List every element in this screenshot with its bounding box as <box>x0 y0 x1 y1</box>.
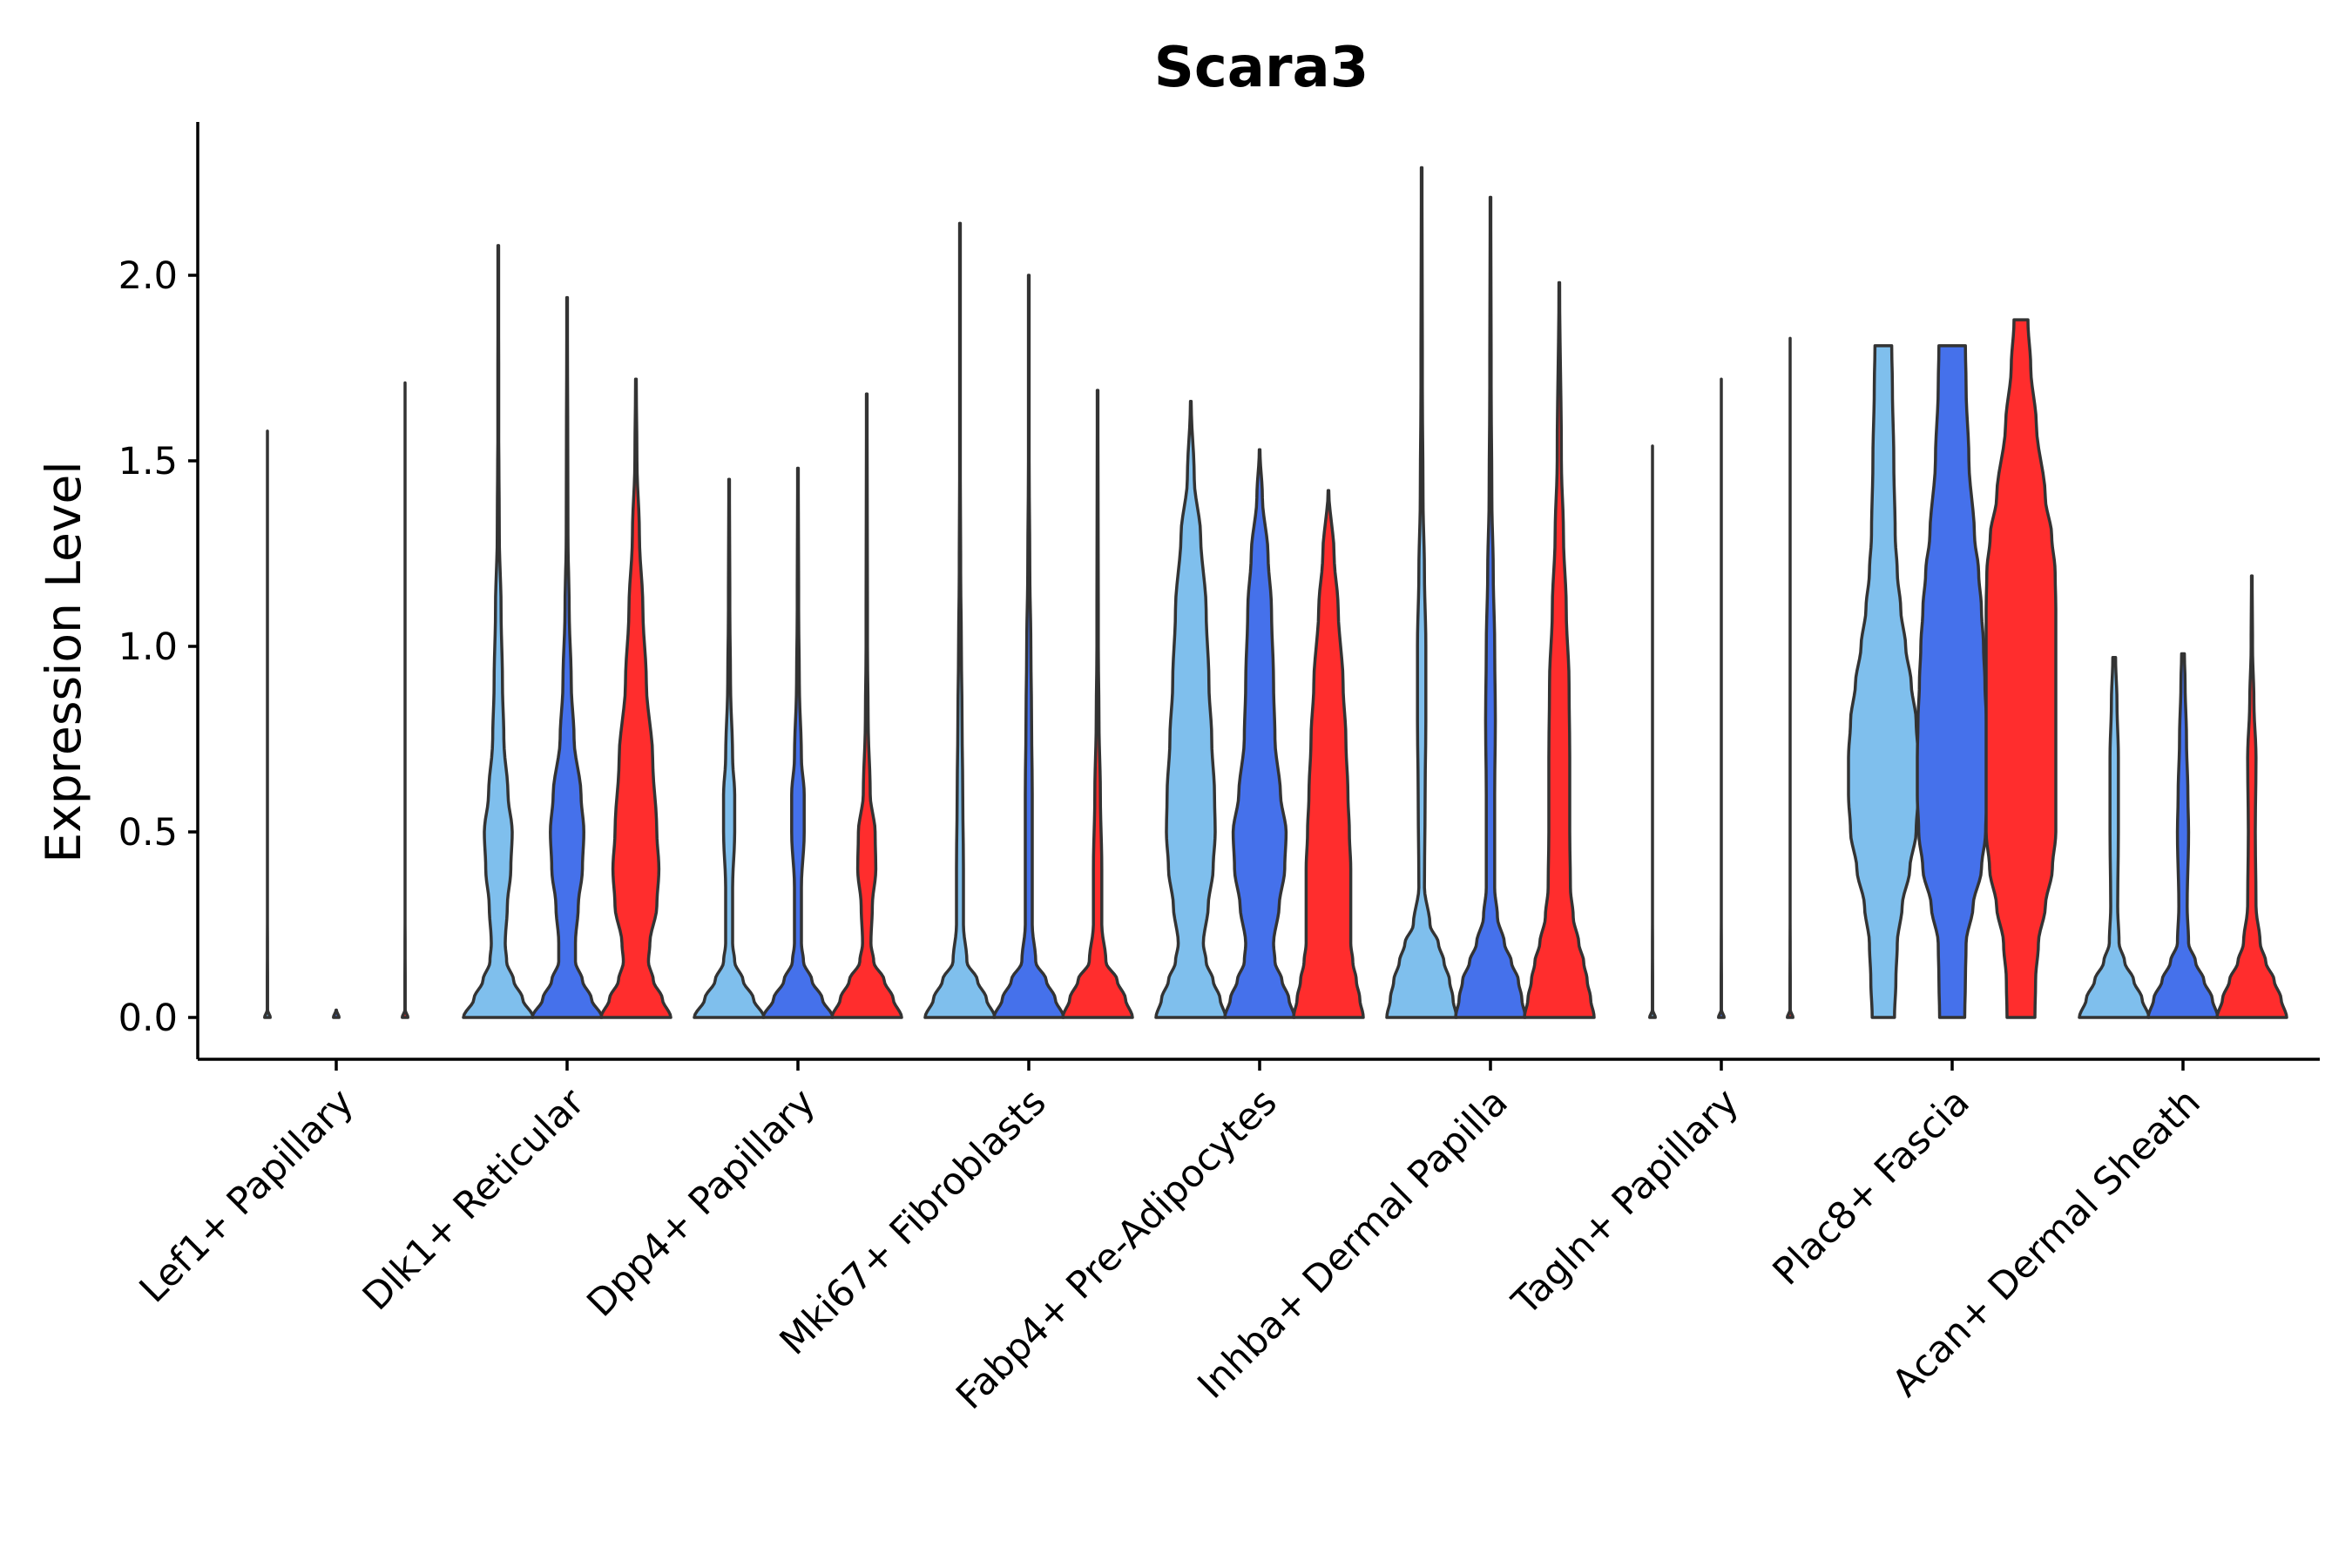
x-tick-label: Tagln+ Papillary <box>1504 1080 1747 1324</box>
violin-plac8-fascia-s3 <box>1984 318 2058 1019</box>
y-tick-label: 1.0 <box>118 625 178 669</box>
violin-plac8-fascia-s1 <box>1847 344 1920 1019</box>
violin-fabp4-pre-adipocytes-s1 <box>1154 400 1227 1019</box>
chart-title: Scara3 <box>1154 36 1369 100</box>
violin-lef1-papillary-s2 <box>332 1008 341 1019</box>
violin-dlk1-reticular-s3 <box>599 377 672 1019</box>
x-tick-label: Dlk1+ Reticular <box>355 1080 593 1319</box>
violin-tagln-papillary-s3 <box>1786 336 1794 1019</box>
violin-mki67-fibroblasts-s2 <box>992 274 1065 1019</box>
violin-fabp4-pre-adipocytes-s2 <box>1223 448 1296 1019</box>
y-ticks-layer: 0.0 0.5 1.0 1.5 2.0 <box>118 254 198 1040</box>
x-tick-label: Plac8+ Fascia <box>1765 1080 1978 1294</box>
violin-plac8-fascia-s2 <box>1916 344 1989 1019</box>
y-tick-label: 2.0 <box>118 254 178 298</box>
violin-inhba-dermal-papilla-s1 <box>1385 166 1458 1019</box>
violin-lef1-papillary-s3 <box>401 381 409 1019</box>
violin-dpp4-papillary-s1 <box>693 477 766 1019</box>
y-tick-label: 0.5 <box>118 811 178 855</box>
violins-layer <box>263 166 2288 1019</box>
violin-fabp4-pre-adipocytes-s3 <box>1292 489 1365 1019</box>
violin-dpp4-papillary-s3 <box>830 392 903 1019</box>
violin-acan-dermal-sheath-s2 <box>2146 652 2220 1019</box>
violin-acan-dermal-sheath-s1 <box>2078 656 2151 1019</box>
violin-dlk1-reticular-s1 <box>462 244 535 1019</box>
y-axis-title: Expression Level <box>36 461 91 862</box>
x-tick-label: Lef1+ Papillary <box>132 1080 362 1311</box>
violin-dlk1-reticular-s2 <box>531 295 604 1019</box>
violin-mki67-fibroblasts-s1 <box>923 221 997 1019</box>
violin-mki67-fibroblasts-s3 <box>1061 389 1134 1019</box>
violin-dpp4-papillary-s2 <box>761 466 835 1019</box>
violin-acan-dermal-sheath-s3 <box>2215 574 2288 1019</box>
violin-inhba-dermal-papilla-s2 <box>1454 195 1527 1019</box>
y-tick-label: 0.0 <box>118 997 178 1040</box>
violin-lef1-papillary-s1 <box>263 429 272 1019</box>
x-tick-label: Dpp4+ Papillary <box>579 1080 824 1325</box>
violin-inhba-dermal-papilla-s3 <box>1523 280 1596 1019</box>
x-tick-label: Mki67+ Fibroblasts <box>772 1080 1055 1363</box>
y-tick-label: 1.5 <box>118 440 178 483</box>
violin-tagln-papillary-s2 <box>1717 377 1726 1019</box>
violin-tagln-papillary-s1 <box>1648 444 1657 1019</box>
